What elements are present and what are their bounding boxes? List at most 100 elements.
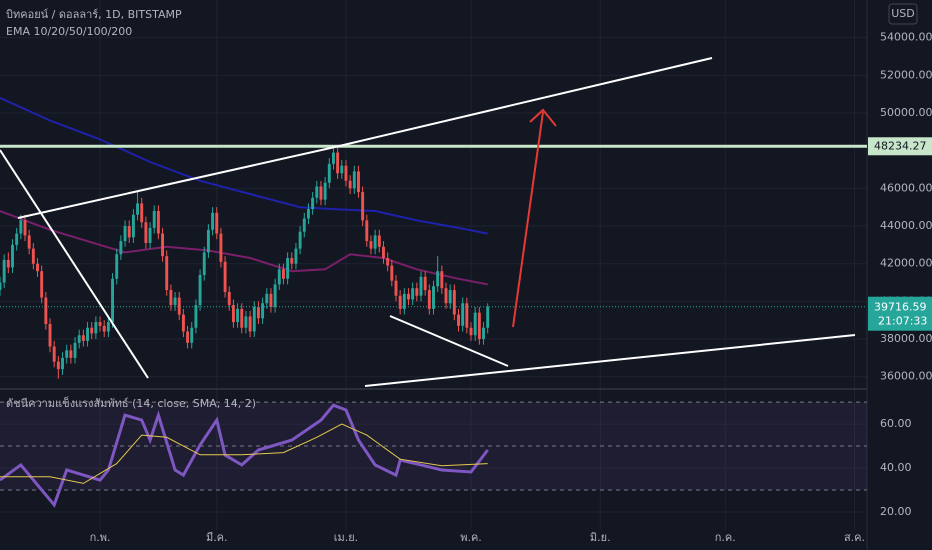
candle-body [357, 171, 360, 193]
candle-body [165, 256, 169, 291]
x-tick-label: เม.ย. [334, 531, 358, 544]
y-tick-label: 42000.00 [880, 257, 932, 270]
candle-body [73, 342, 77, 358]
y-tick-label: 40.00 [880, 461, 912, 474]
candle-body [173, 297, 177, 306]
candle-body [457, 314, 460, 326]
x-tick-label: ก.ค. [715, 531, 736, 544]
plot-area [0, 96, 867, 508]
candle-body [65, 350, 69, 358]
candle-body [340, 165, 344, 174]
candle-body [440, 271, 444, 289]
y-tick-label: 20.00 [880, 505, 912, 518]
currency-box[interactable] [888, 3, 918, 25]
drawings [0, 57, 856, 387]
candle-body [252, 307, 256, 332]
candle-body [477, 312, 481, 340]
candle-body [169, 290, 173, 306]
candle-body [461, 303, 465, 326]
candle-body [452, 290, 456, 315]
candle-body [473, 312, 477, 336]
candle-body [206, 229, 210, 253]
line-series [0, 210, 488, 286]
candle-body [402, 293, 406, 309]
trend-line [389, 315, 509, 367]
trend-line [364, 334, 856, 387]
candle-body [211, 212, 215, 230]
candle-body [86, 327, 89, 341]
candle-body [102, 325, 106, 332]
candle-body [423, 276, 427, 291]
x-tick-label: พ.ค. [460, 531, 482, 544]
candle-body [306, 209, 310, 219]
candle-body [131, 214, 135, 238]
x-tick-label: มิ.ย. [590, 531, 611, 544]
indicator-label: EMA 10/20/50/100/200 [6, 25, 132, 38]
candle-body [394, 280, 398, 296]
candle-body [48, 323, 52, 347]
candle-body [2, 259, 6, 283]
candle-body [152, 210, 156, 228]
y-tick-label: 52000.00 [880, 68, 932, 81]
candle-body [198, 274, 202, 306]
candle-body [444, 288, 448, 304]
arrow-head [529, 108, 557, 127]
candle-body [36, 263, 39, 272]
candle-body [90, 327, 94, 334]
candle-body [323, 182, 327, 200]
candle-body [398, 295, 402, 309]
trend-line [0, 149, 149, 379]
candle-body [465, 303, 469, 328]
candle-body [52, 346, 56, 362]
trend-line [17, 146, 336, 219]
last-price-label: 39716.59 [874, 301, 927, 314]
x-tick-label: ก.พ. [90, 531, 111, 544]
candle-body [156, 210, 160, 234]
candle-body [98, 322, 102, 326]
countdown: 21:07:33 [878, 315, 927, 328]
candle-body [348, 180, 352, 189]
y-tick-label: 44000.00 [880, 219, 932, 232]
candle-body [261, 303, 265, 319]
y-tick-label: 36000.00 [880, 370, 932, 383]
candle-body [486, 306, 490, 328]
trend-line [334, 57, 713, 148]
candle-body [123, 226, 127, 242]
candle-body [61, 357, 64, 370]
candle-body [190, 327, 194, 343]
candle-body [44, 297, 48, 324]
candle-body [269, 293, 273, 308]
candle-body [40, 271, 44, 298]
candle-body [6, 259, 10, 268]
line-series [0, 96, 488, 235]
candle-body [281, 269, 285, 279]
candle-body [227, 291, 231, 306]
y-tick-label: 54000.00 [880, 31, 932, 44]
level-label: 48234.27 [874, 139, 927, 152]
y-tick-label: 38000.00 [880, 332, 932, 345]
candle-body [144, 222, 148, 243]
candle-body [286, 258, 290, 279]
candle-body [136, 203, 140, 215]
currency[interactable]: USD [891, 7, 915, 20]
candle-body [11, 244, 14, 268]
candle-body [111, 278, 115, 323]
candle-body [361, 192, 365, 221]
y-tick-label: 50000.00 [880, 106, 932, 119]
candle-body [81, 335, 85, 341]
rsi-title: ดัชนีความแข็งแรงสัมพัทธ์ (14, close, SMA… [6, 396, 256, 410]
candle-body [311, 197, 315, 210]
arrow [512, 111, 544, 328]
candle-body [0, 282, 2, 291]
candle-body [94, 322, 98, 334]
candle-body [115, 254, 119, 279]
candle-body [352, 171, 356, 189]
candle-body [382, 246, 385, 259]
last-price-bg [868, 296, 932, 331]
line-series [0, 423, 488, 484]
level-label-bg [868, 137, 932, 156]
candle-body [373, 235, 377, 249]
candle-body [56, 361, 60, 370]
candle-body [244, 316, 248, 328]
candle-body [202, 252, 206, 275]
